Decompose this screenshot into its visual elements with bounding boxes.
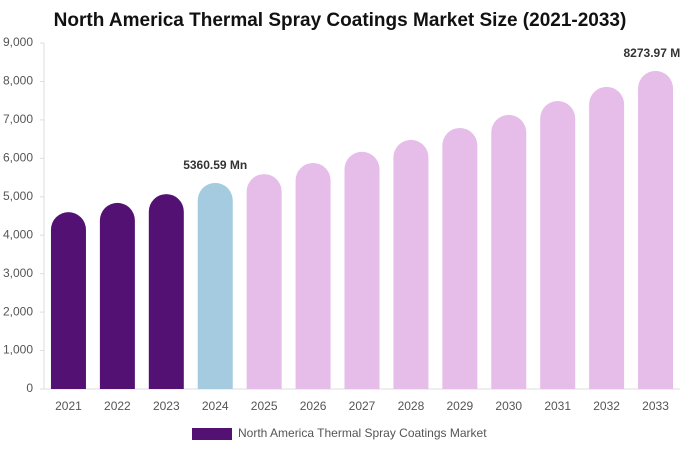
bar: [491, 114, 527, 389]
x-tick-label: 2024: [202, 399, 229, 413]
bar: [589, 86, 625, 390]
y-tick-label: 5,000: [3, 189, 33, 203]
bar: [50, 212, 86, 389]
y-tick-label: 7,000: [3, 112, 33, 126]
y-tick-label: 3,000: [3, 266, 33, 280]
bar: [393, 139, 429, 389]
x-tick-label: 2032: [593, 399, 620, 413]
bar: [197, 182, 233, 389]
x-tick-label: 2030: [495, 399, 522, 413]
y-tick-label: 2,000: [3, 304, 33, 318]
data-label: 5360.59 Mn: [183, 158, 247, 172]
data-label: 8273.97 Mn: [624, 46, 680, 60]
x-tick-label: 2023: [153, 399, 180, 413]
chart-title: North America Thermal Spray Coatings Mar…: [54, 10, 627, 31]
y-tick-label: 1,000: [3, 343, 33, 357]
x-tick-label: 2025: [251, 399, 278, 413]
bar: [148, 194, 184, 389]
x-tick-label: 2033: [642, 399, 669, 413]
x-tick-label: 2022: [104, 399, 131, 413]
bar: [442, 127, 478, 390]
bar: [638, 70, 674, 390]
x-tick-label: 2028: [398, 399, 425, 413]
legend-swatch: [192, 428, 232, 440]
y-tick-label: 6,000: [3, 151, 33, 165]
bar: [295, 162, 331, 389]
bar: [246, 174, 282, 389]
legend-label: North America Thermal Spray Coatings Mar…: [238, 426, 487, 440]
bar: [344, 151, 380, 389]
x-tick-label: 2029: [446, 399, 473, 413]
y-tick-label: 0: [26, 381, 33, 395]
x-tick-label: 2026: [300, 399, 327, 413]
x-tick-label: 2031: [544, 399, 571, 413]
x-tick-label: 2021: [55, 399, 82, 413]
x-tick-label: 2027: [349, 399, 376, 413]
bar: [99, 202, 135, 389]
bar: [540, 101, 576, 389]
y-tick-label: 4,000: [3, 227, 33, 241]
y-tick-label: 8,000: [3, 74, 33, 88]
y-tick-label: 9,000: [3, 35, 33, 49]
